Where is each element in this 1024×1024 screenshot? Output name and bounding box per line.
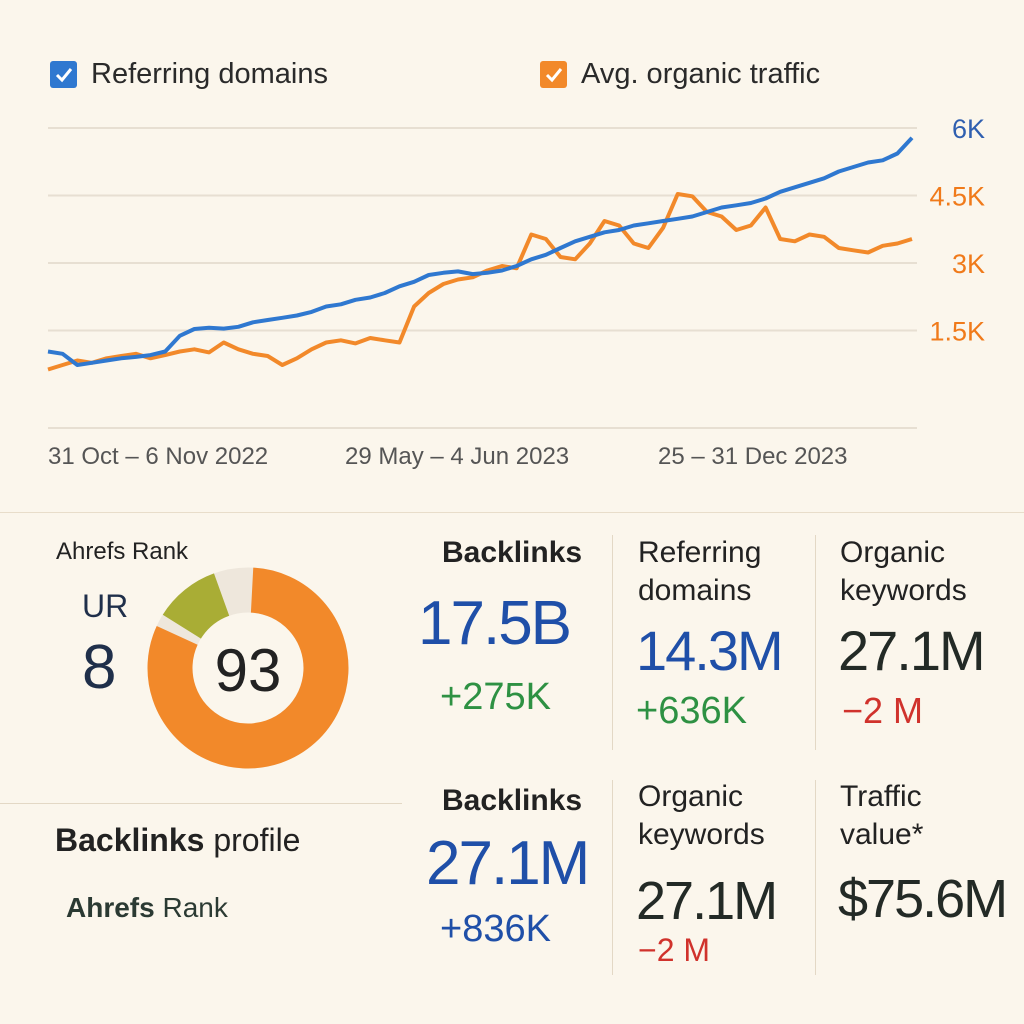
x-tick-label: 25 – 31 Dec 2023 — [658, 443, 847, 470]
metric-traffic-value-value[interactable]: $75.6M — [838, 869, 1008, 929]
section-divider-left — [0, 803, 402, 804]
column-divider — [612, 780, 613, 975]
metric-referring-domains-label: Referring domains — [638, 534, 761, 610]
traffic-line-chart: 6K 4.5K 3K 1.5K 31 Oct – 6 Nov 2022 29 May – … — [47, 114, 985, 470]
ur-label: UR — [82, 588, 129, 624]
x-tick-label: 31 Oct – 6 Nov 2022 — [48, 443, 268, 470]
chart-legend: Referring domains Avg. organic traffic — [50, 58, 950, 98]
y-tick-label: 4.5K — [929, 182, 985, 212]
metric-backlinks-change: +275K — [440, 676, 551, 718]
label-line1: Organic — [840, 536, 946, 569]
backlinks-profile-heading: Backlinks profile — [55, 822, 300, 859]
rank-rest: Rank — [154, 892, 228, 923]
legend-avg-organic-traffic[interactable]: Avg. organic traffic — [540, 58, 820, 91]
series-line-referring-domains — [47, 136, 914, 367]
metric-organic-keywords-change: −2 M — [638, 932, 711, 968]
metric-organic-keywords-change: −2 M — [842, 690, 924, 731]
label-line2: keywords — [638, 818, 765, 851]
legend-label-referring-domains: Referring domains — [91, 58, 328, 90]
metric-backlinks-label: Backlinks — [442, 784, 583, 817]
ahrefs-rank-title: Ahrefs Rank — [56, 538, 189, 565]
label-line2: domains — [638, 574, 752, 607]
series-line-avg-organic-traffic — [47, 192, 913, 372]
label-line2: value* — [840, 818, 924, 851]
backlinks-profile-rest: profile — [204, 822, 301, 858]
y-tick-label: 6K — [952, 114, 985, 144]
ahrefs-bold: Ahrefs — [66, 892, 155, 923]
label-line1: Referring — [638, 536, 762, 569]
ur-value: 8 — [82, 633, 117, 702]
domain-rating-donut: 93 — [147, 567, 349, 769]
section-divider — [0, 512, 1024, 513]
metric-organic-keywords-label: Organic keywords — [840, 534, 967, 610]
metric-backlinks-value[interactable]: 27.1M — [426, 829, 590, 898]
label-line1: Traffic — [840, 780, 922, 813]
ahrefs-rank-link[interactable]: Ahrefs Rank — [66, 892, 228, 924]
backlinks-profile-bold: Backlinks — [55, 822, 205, 858]
label-line1: Organic — [638, 780, 744, 813]
column-divider — [612, 535, 613, 750]
metric-referring-domains-value[interactable]: 14.3M — [636, 619, 784, 682]
legend-label-avg-organic-traffic: Avg. organic traffic — [581, 58, 821, 90]
metric-backlinks-value[interactable]: 17.5B — [418, 589, 572, 658]
metric-traffic-value-label: Traffic value* — [840, 778, 923, 854]
column-divider — [815, 535, 816, 750]
x-tick-label: 29 May – 4 Jun 2023 — [345, 443, 569, 470]
dr-value: 93 — [215, 637, 282, 704]
y-tick-label: 3K — [952, 249, 985, 279]
label-line2: keywords — [840, 574, 967, 607]
metric-organic-keywords-label: Organic keywords — [638, 778, 765, 854]
y-tick-label: 1.5K — [929, 317, 985, 347]
column-divider — [815, 780, 816, 975]
legend-referring-domains[interactable]: Referring domains — [50, 58, 328, 91]
metric-backlinks-label: Backlinks — [442, 536, 583, 569]
checkbox-checked-icon[interactable] — [540, 61, 567, 88]
metric-organic-keywords-value[interactable]: 27.1M — [636, 871, 778, 931]
metric-backlinks-change: +836K — [440, 908, 551, 950]
metric-referring-domains-change: +636K — [636, 690, 747, 732]
checkbox-checked-icon[interactable] — [50, 61, 77, 88]
metric-organic-keywords-value[interactable]: 27.1M — [838, 619, 986, 682]
